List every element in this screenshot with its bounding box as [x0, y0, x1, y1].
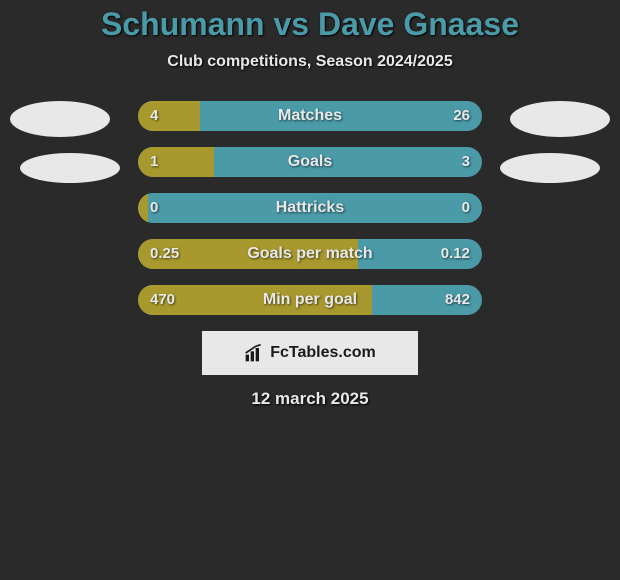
bar-value-right: 3: [450, 147, 482, 177]
bar-value-right: 0.12: [429, 239, 482, 269]
bar-value-right: 0: [450, 193, 482, 223]
chart-area: 4 Matches 26 1 Goals 3 0 Hattricks 0 0.2…: [0, 101, 620, 409]
bar-row-hattricks: 0 Hattricks 0: [138, 193, 482, 223]
avatar-left-primary: [10, 101, 110, 137]
bar-row-min-per-goal: 470 Min per goal 842: [138, 285, 482, 315]
bar-row-goals-per-match: 0.25 Goals per match 0.12: [138, 239, 482, 269]
date-label: 12 march 2025: [0, 389, 620, 409]
avatar-right-primary: [510, 101, 610, 137]
comparison-infographic: Schumann vs Dave Gnaase Club competition…: [0, 0, 620, 409]
bar-label: Hattricks: [138, 193, 482, 223]
brand-box: FcTables.com: [202, 331, 418, 375]
bar-label: Min per goal: [138, 285, 482, 315]
bar-chart-icon: [244, 343, 264, 363]
comparison-bars: 4 Matches 26 1 Goals 3 0 Hattricks 0 0.2…: [138, 101, 482, 315]
brand-label: FcTables.com: [270, 344, 376, 362]
page-title: Schumann vs Dave Gnaase: [0, 6, 620, 43]
bar-row-matches: 4 Matches 26: [138, 101, 482, 131]
avatar-right-secondary: [500, 153, 600, 183]
bar-label: Goals: [138, 147, 482, 177]
avatar-left-secondary: [20, 153, 120, 183]
bar-value-right: 26: [441, 101, 482, 131]
bar-value-right: 842: [433, 285, 482, 315]
bar-row-goals: 1 Goals 3: [138, 147, 482, 177]
bar-label: Matches: [138, 101, 482, 131]
subtitle: Club competitions, Season 2024/2025: [0, 53, 620, 71]
